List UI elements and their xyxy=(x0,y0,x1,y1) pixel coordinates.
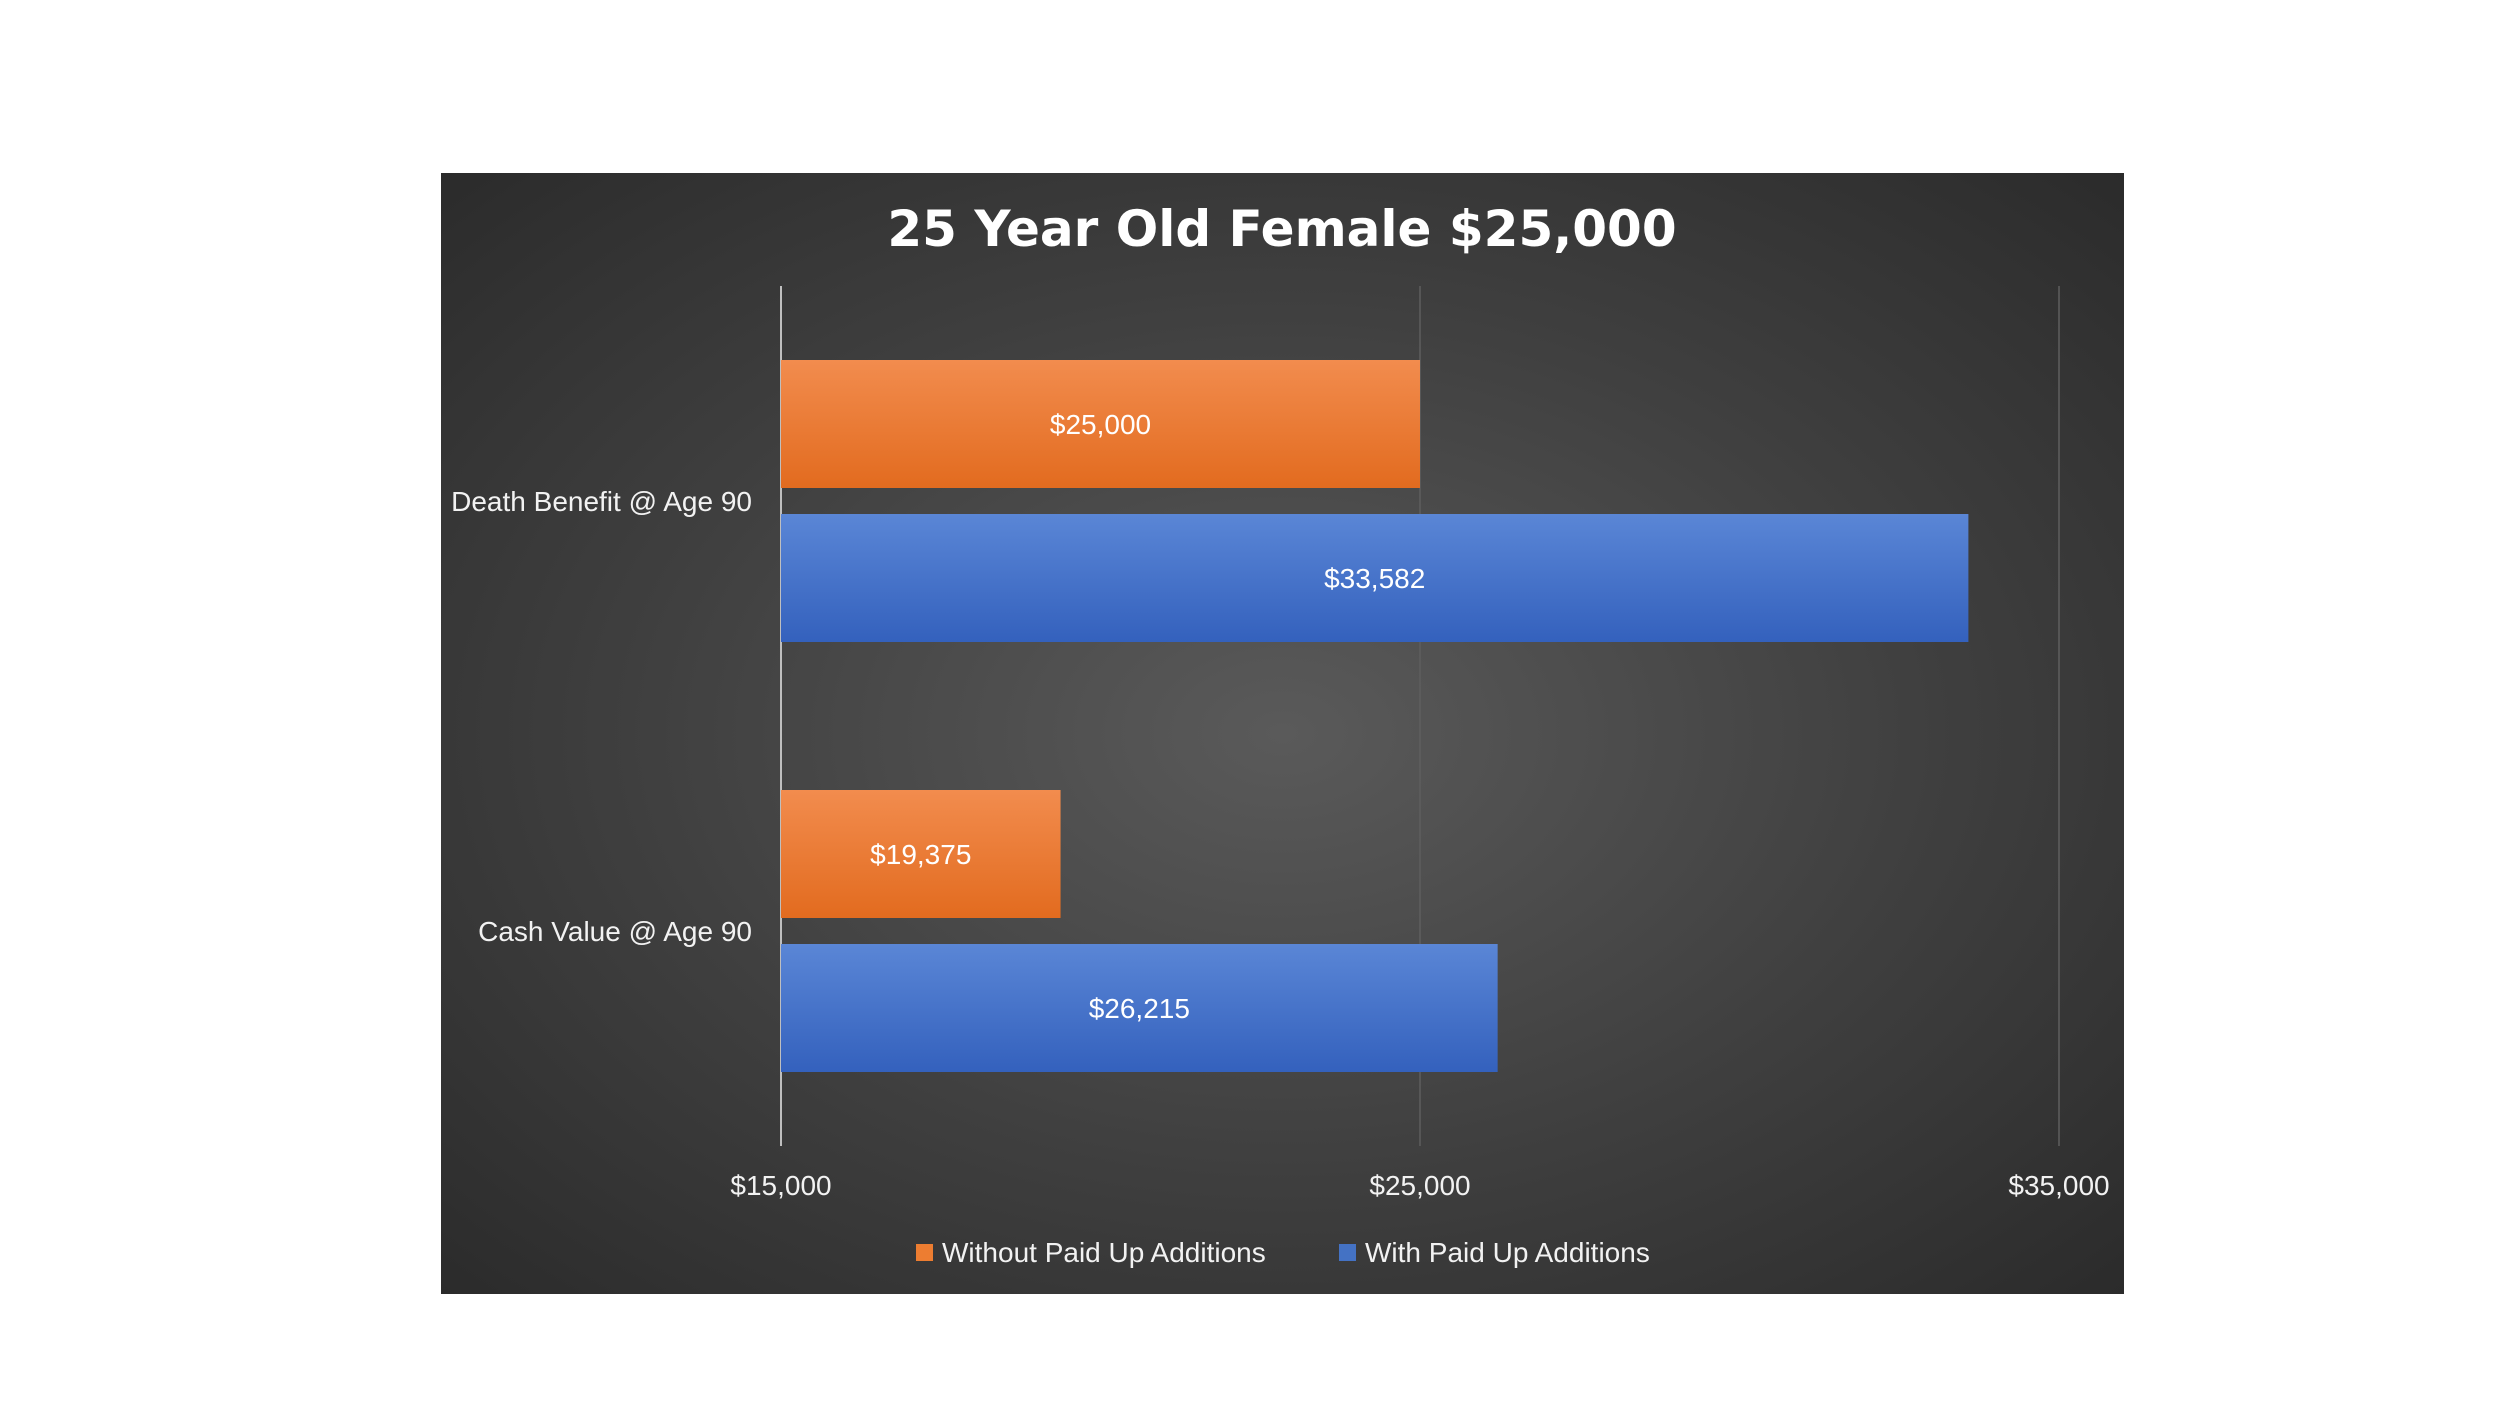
data-label-0-1: $19,375 xyxy=(870,839,971,870)
category-label-1: Cash Value @ Age 90 xyxy=(478,916,752,947)
legend-label-1: With Paid Up Additions xyxy=(1365,1237,1650,1268)
chart-title: 25 Year Old Female $25,000 xyxy=(887,200,1676,258)
tick-label-0: $15,000 xyxy=(730,1170,831,1201)
tick-label-1: $25,000 xyxy=(1369,1170,1470,1201)
category-labels: Death Benefit @ Age 90 Cash Value @ Age 9… xyxy=(451,486,752,947)
bar-without-pua-1 xyxy=(781,790,1061,918)
legend-label-0: Without Paid Up Additions xyxy=(942,1237,1266,1268)
legend: Without Paid Up Additions With Paid Up Ad… xyxy=(916,1237,1650,1268)
bar-with-pua-0 xyxy=(781,514,1969,642)
bar-with-pua-1 xyxy=(781,944,1498,1072)
tick-label-2: $35,000 xyxy=(2008,1170,2109,1201)
legend-swatch-0 xyxy=(916,1244,933,1261)
x-axis-ticks: $15,000 $25,000 $35,000 xyxy=(730,1170,2109,1201)
data-label-1-1: $26,215 xyxy=(1089,993,1190,1024)
data-label-1-0: $33,582 xyxy=(1324,563,1425,594)
data-label-0-0: $25,000 xyxy=(1050,409,1151,440)
chart-panel: 25 Year Old Female $25,000 $25,000 $33,58… xyxy=(441,173,2124,1294)
bar-chart: 25 Year Old Female $25,000 $25,000 $33,58… xyxy=(451,200,2109,1268)
category-label-0: Death Benefit @ Age 90 xyxy=(451,486,752,517)
bars: $25,000 $33,582 $19,375 $26,215 xyxy=(781,360,1969,1072)
legend-swatch-1 xyxy=(1339,1244,1356,1261)
bar-without-pua-0 xyxy=(781,360,1420,488)
